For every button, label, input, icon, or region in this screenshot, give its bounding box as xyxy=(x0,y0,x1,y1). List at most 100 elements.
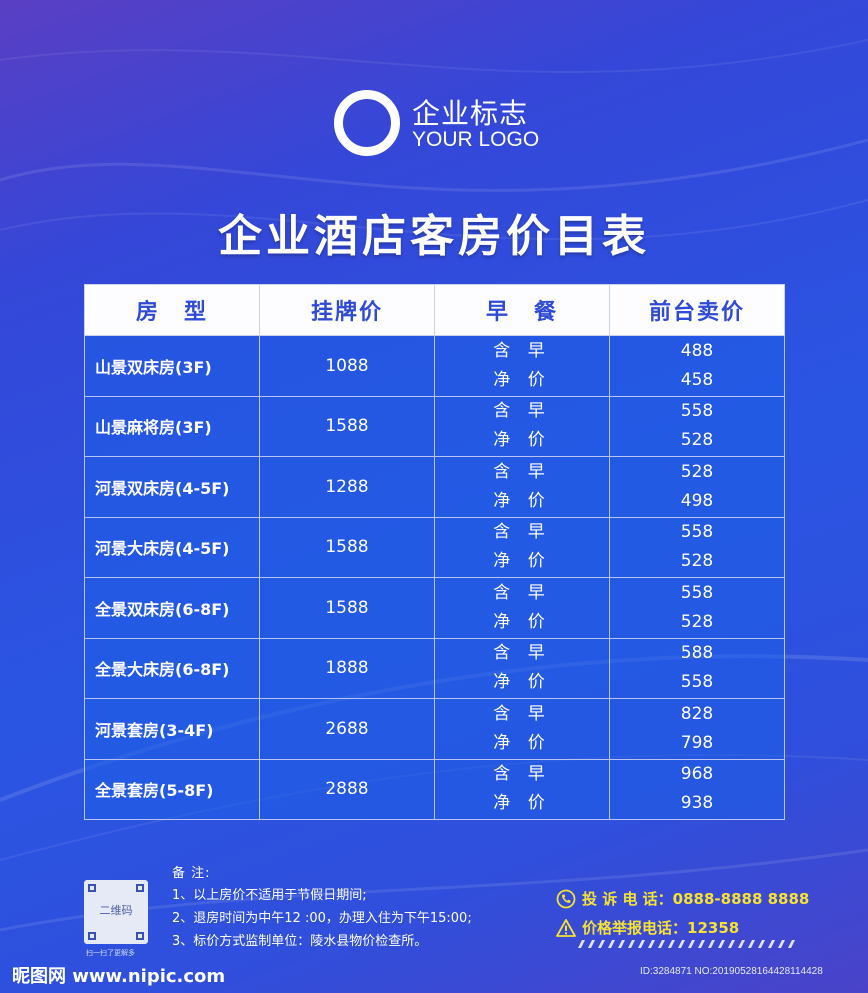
list-price-cell: 1888 xyxy=(259,637,435,699)
stripe-mark xyxy=(768,940,775,948)
stripe-mark xyxy=(578,940,585,948)
table-row: 全景套房(5-8F) 2888 含 早净 价 968 938 xyxy=(84,758,785,820)
logo-name-en: YOUR LOGO xyxy=(412,128,540,151)
breakfast-included-label: 含 早 xyxy=(493,643,551,664)
net-price-label: 净 价 xyxy=(493,732,551,753)
price-net: 528 xyxy=(680,611,714,632)
net-price-label: 净 价 xyxy=(493,793,551,814)
phone-icon xyxy=(556,889,576,908)
price-with-breakfast: 558 xyxy=(680,401,714,422)
logo-ring-icon xyxy=(334,90,400,156)
room-type-cell: 山景麻将房(3F) xyxy=(84,395,260,457)
net-price-label: 净 价 xyxy=(493,490,551,511)
page-title: 企业酒店客房价目表 xyxy=(218,211,650,262)
stripe-mark xyxy=(738,940,745,948)
breakfast-cell: 含 早净 价 xyxy=(434,335,610,397)
room-type-cell: 河景套房(3-4F) xyxy=(84,698,260,760)
watermark-site: 昵图网 www.nipic.com xyxy=(12,966,226,987)
stripe-mark xyxy=(788,940,795,948)
list-price-cell: 1588 xyxy=(259,395,435,457)
stripe-mark xyxy=(748,940,755,948)
header-list-price: 挂牌价 xyxy=(259,284,435,336)
room-type-cell: 河景双床房(4-5F) xyxy=(84,456,260,518)
table-header-row: 房 型 挂牌价 早 餐 前台卖价 xyxy=(84,284,785,336)
breakfast-included-label: 含 早 xyxy=(493,401,551,422)
notes: 备 注: 1、以上房价不适用于节假日期间; 2、退房时间为中午12 :00，办理… xyxy=(172,862,472,953)
net-price-label: 净 价 xyxy=(493,672,551,693)
table-row: 山景双床房(3F) 1088 含 早净 价 488 458 xyxy=(84,335,785,397)
notes-item: 2、退房时间为中午12 :00，办理入住为下午15:00; xyxy=(172,911,472,926)
decorative-stripes xyxy=(578,940,795,948)
breakfast-included-label: 含 早 xyxy=(493,340,551,361)
report-number: 12358 xyxy=(687,918,740,937)
price-net: 938 xyxy=(680,793,714,814)
breakfast-cell: 含 早净 价 xyxy=(434,698,610,760)
net-price-label: 净 价 xyxy=(493,551,551,572)
table-row: 全景双床房(6-8F) 1588 含 早净 价 558 528 xyxy=(84,577,785,639)
qr-corner-icon xyxy=(88,932,96,940)
table-row: 山景麻将房(3F) 1588 含 早净 价 558 528 xyxy=(84,395,785,457)
breakfast-included-label: 含 早 xyxy=(493,703,551,724)
stripe-mark xyxy=(708,940,715,948)
watermark-id: ID:3284871 NO:20190528164428114428 xyxy=(640,966,823,977)
breakfast-cell: 含 早净 价 xyxy=(434,577,610,639)
price-with-breakfast: 558 xyxy=(680,522,714,543)
warning-icon xyxy=(556,918,576,937)
qr-corner-icon xyxy=(136,884,144,892)
list-price-cell: 2688 xyxy=(259,698,435,760)
desk-price-cell: 968 938 xyxy=(609,758,785,820)
net-price-label: 净 价 xyxy=(493,611,551,632)
table-row: 河景双床房(4-5F) 1288 含 早净 价 528 498 xyxy=(84,456,785,518)
qr-corner-icon xyxy=(136,932,144,940)
stripe-mark xyxy=(728,940,735,948)
stripe-mark xyxy=(778,940,785,948)
qr-corner-icon xyxy=(88,884,96,892)
stripe-mark xyxy=(758,940,765,948)
room-type-cell: 山景双床房(3F) xyxy=(84,335,260,397)
list-price-cell: 1588 xyxy=(259,577,435,639)
breakfast-cell: 含 早净 价 xyxy=(434,758,610,820)
breakfast-included-label: 含 早 xyxy=(493,522,551,543)
net-price-label: 净 价 xyxy=(493,430,551,451)
notes-item: 3、标价方式监制单位：陵水县物价检查所。 xyxy=(172,934,428,949)
room-type-cell: 全景双床房(6-8F) xyxy=(84,577,260,639)
breakfast-included-label: 含 早 xyxy=(493,764,551,785)
stripe-mark xyxy=(618,940,625,948)
stripe-mark xyxy=(638,940,645,948)
breakfast-cell: 含 早净 价 xyxy=(434,395,610,457)
breakfast-included-label: 含 早 xyxy=(493,582,551,603)
stripe-mark xyxy=(668,940,675,948)
price-with-breakfast: 528 xyxy=(680,461,714,482)
complaint-number: 0888-8888 8888 xyxy=(672,889,810,908)
report-phone-row: 价格举报电话： 12358 xyxy=(556,913,809,942)
table-row: 河景大床房(4-5F) 1588 含 早净 价 558 528 xyxy=(84,516,785,578)
breakfast-cell: 含 早净 价 xyxy=(434,637,610,699)
stripe-mark xyxy=(698,940,705,948)
list-price-cell: 1088 xyxy=(259,335,435,397)
qr-caption: 扫一扫了更解多 xyxy=(86,949,135,957)
qr-code: 二维码 xyxy=(84,880,148,944)
price-net: 558 xyxy=(680,672,714,693)
list-price-cell: 1288 xyxy=(259,456,435,518)
report-label: 价格举报电话： xyxy=(582,919,688,937)
price-net: 528 xyxy=(680,551,714,572)
complaint-label: 投 诉 电 话： xyxy=(582,890,673,908)
net-price-label: 净 价 xyxy=(493,369,551,390)
header-desk-price: 前台卖价 xyxy=(609,284,785,336)
stripe-mark xyxy=(598,940,605,948)
desk-price-cell: 558 528 xyxy=(609,577,785,639)
desk-price-cell: 558 528 xyxy=(609,395,785,457)
stripe-mark xyxy=(608,940,615,948)
price-with-breakfast: 488 xyxy=(680,340,714,361)
breakfast-included-label: 含 早 xyxy=(493,461,551,482)
price-with-breakfast: 828 xyxy=(680,703,714,724)
notes-title: 备 注: xyxy=(172,866,211,881)
room-type-cell: 全景大床房(6-8F) xyxy=(84,637,260,699)
list-price-cell: 1588 xyxy=(259,516,435,578)
table-row: 全景大床房(6-8F) 1888 含 早净 价 588 558 xyxy=(84,637,785,699)
breakfast-cell: 含 早净 价 xyxy=(434,516,610,578)
stripe-mark xyxy=(588,940,595,948)
stripe-mark xyxy=(688,940,695,948)
breakfast-cell: 含 早净 价 xyxy=(434,456,610,518)
logo-name-cn: 企业标志 xyxy=(412,97,529,130)
